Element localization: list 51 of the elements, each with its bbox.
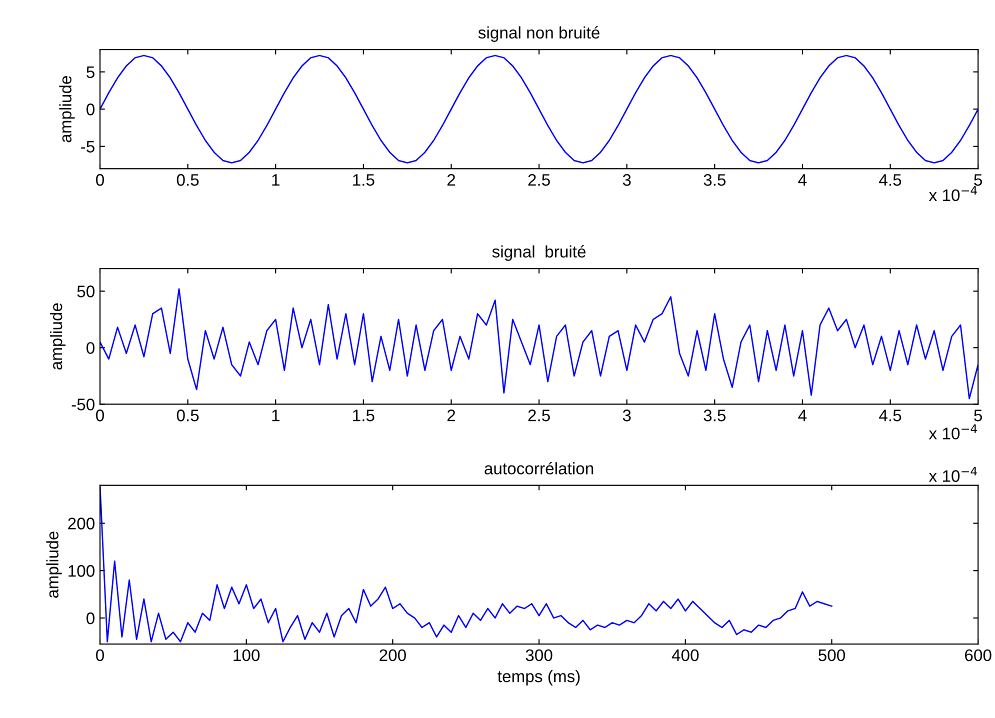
y-axis-title: ampliude (59, 76, 75, 142)
x-tick-label: 2 (447, 410, 456, 422)
x-tick-label: 4.5 (879, 410, 902, 422)
y-tick-label: 0 (86, 342, 94, 354)
chart-title: signal bruité (492, 245, 586, 261)
x-tick-label: 1.5 (353, 174, 374, 186)
y-tick-label: 200 (68, 518, 94, 530)
y-axis-title: ampliude (50, 303, 66, 370)
x-tick-label: 3.5 (704, 410, 726, 422)
x-tick-label: 200 (380, 649, 406, 662)
x-tick-label: 100 (234, 649, 260, 662)
y-tick-label: -50 (72, 398, 94, 410)
y-tick-label: 100 (68, 565, 94, 577)
x-tick-label: 2.5 (528, 174, 550, 186)
x-tick-label: 4 (798, 174, 807, 186)
chart-title: autocorrélation (484, 462, 594, 474)
x-tick-label: 600 (965, 649, 992, 662)
y-tick-label: -5 (81, 140, 94, 153)
x-tick-label: 0.5 (176, 174, 199, 186)
x-tick-label: 3 (622, 410, 631, 422)
x-tick-label: 1 (272, 410, 280, 422)
x-tick-label: 2.5 (528, 410, 550, 422)
x-tick-label: 4.5 (879, 174, 902, 186)
line-series (100, 288, 978, 400)
x-tick-label: 300 (526, 649, 552, 662)
line-series (100, 485, 832, 642)
y-tick-label: 0 (86, 612, 94, 624)
x-tick-label: 1.5 (353, 410, 374, 422)
text: x 10$^{−4}$ (928, 466, 977, 482)
y-tick-label: 5 (86, 66, 94, 78)
x-tick-label: 5 (974, 410, 982, 422)
x-tick-label: 3 (622, 174, 631, 186)
x-tick-label: 0 (96, 410, 104, 422)
x-tick-label: 1 (272, 174, 280, 186)
text: x 10$^{−4}$ (928, 186, 977, 202)
x-tick-label: 0.5 (176, 410, 199, 422)
line-series (100, 54, 978, 164)
x-tick-label: 0 (96, 649, 104, 662)
y-tick-label: 50 (77, 286, 94, 298)
x-tick-label: 5 (974, 174, 982, 186)
y-tick-label: 0 (86, 104, 94, 116)
x-tick-label: 0 (96, 174, 104, 186)
x-tick-label: 400 (672, 649, 699, 662)
text: x 10$^{−4}$ (928, 424, 977, 440)
x-tick-label: 4 (798, 410, 807, 422)
x-tick-label: 3.5 (704, 174, 726, 186)
y-axis-title: ampliude (46, 532, 62, 598)
chart-title: signal non bruité (478, 26, 600, 42)
x-tick-label: 2 (447, 174, 456, 186)
x-tick-label: 500 (818, 649, 845, 662)
x-axis-title: temps (ms) (498, 670, 580, 686)
